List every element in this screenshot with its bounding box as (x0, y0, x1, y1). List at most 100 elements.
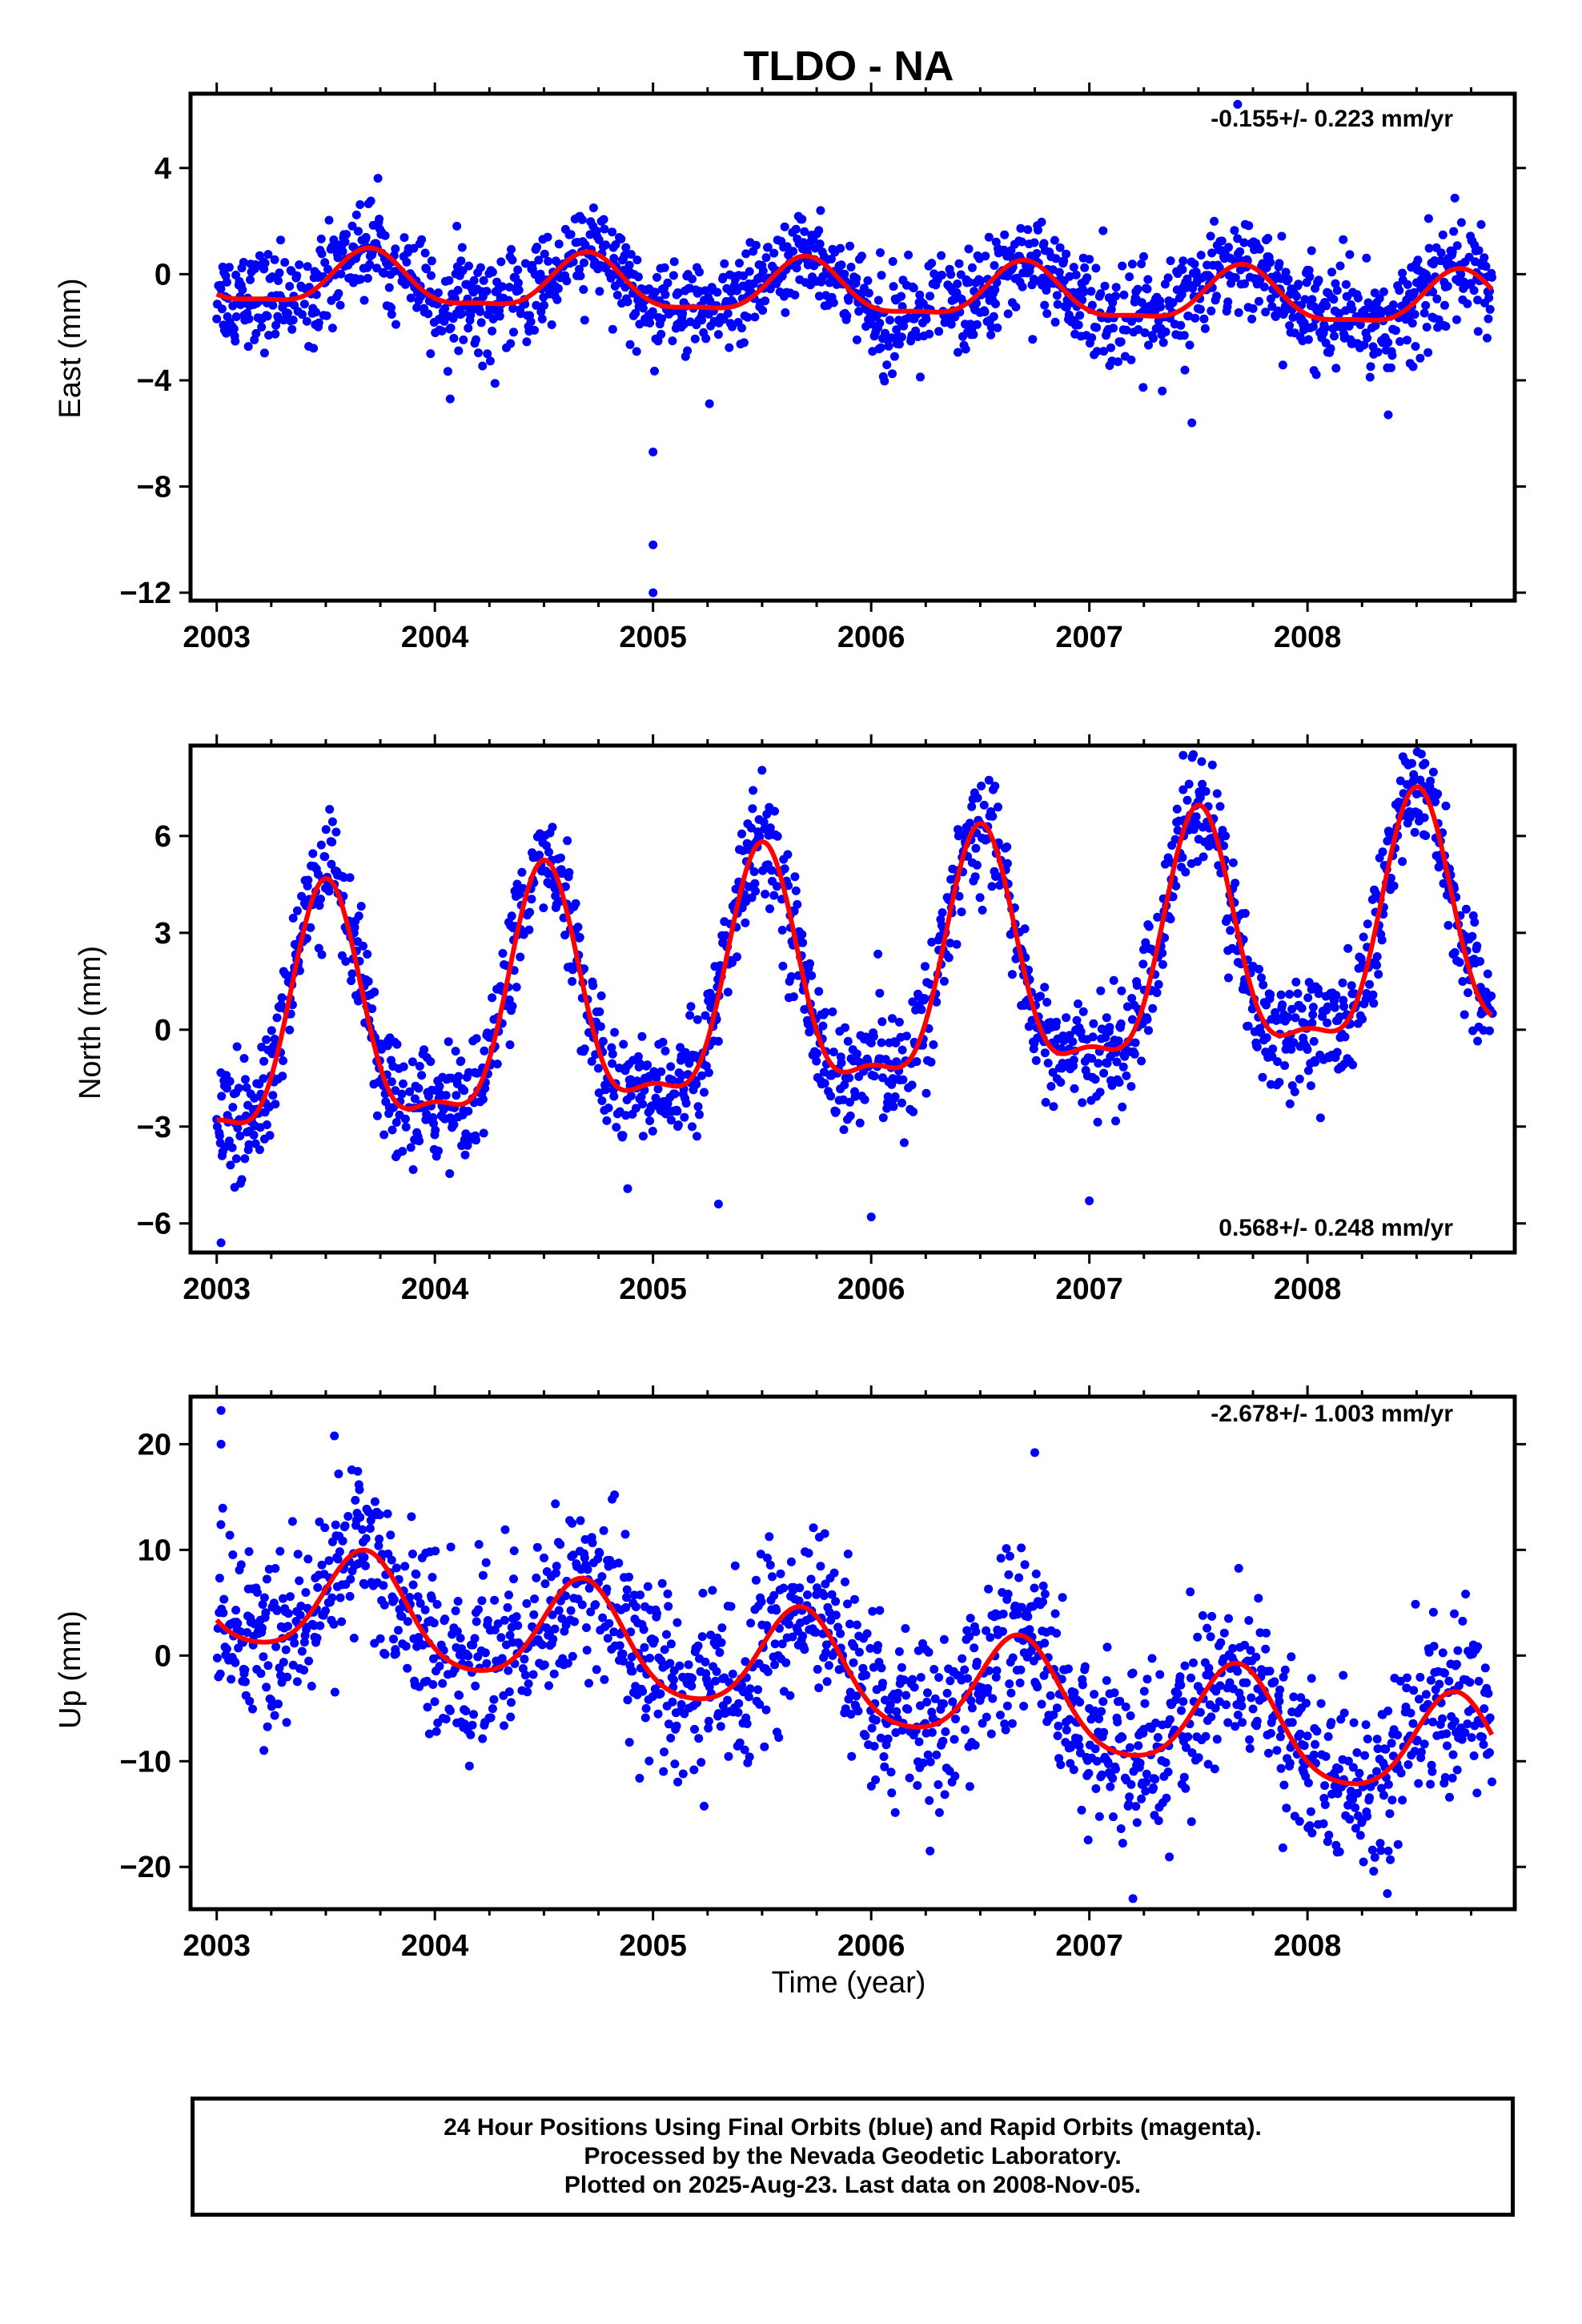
up-data-point (640, 1642, 649, 1652)
up-data-point (321, 1606, 330, 1615)
up-data-point (1113, 1717, 1122, 1727)
up-data-point (544, 1681, 553, 1691)
east-data-point (815, 239, 825, 249)
up-data-point (1323, 1732, 1333, 1741)
up-data-point (1287, 1718, 1297, 1727)
up-data-point (751, 1575, 761, 1585)
up-data-point (591, 1600, 600, 1610)
up-data-point (1333, 1789, 1343, 1799)
north-data-point (306, 923, 315, 932)
east-data-point (509, 328, 518, 337)
north-data-point (793, 899, 802, 909)
up-data-point (624, 1572, 633, 1582)
up-data-point (374, 1541, 383, 1550)
east-data-point (1080, 263, 1090, 272)
up-data-point (301, 1588, 311, 1597)
north-data-point (1095, 1088, 1105, 1097)
up-data-point (335, 1593, 345, 1602)
up-data-point (1244, 1616, 1254, 1625)
east-data-point (514, 285, 524, 295)
north-data-point (1172, 804, 1182, 814)
up-data-point (427, 1594, 436, 1603)
north-data-point (560, 882, 570, 891)
north-data-point (845, 1111, 855, 1120)
east-data-point (1424, 243, 1434, 253)
up-data-point (267, 1695, 276, 1705)
up-data-point (660, 1645, 669, 1655)
up-data-point (1002, 1701, 1012, 1711)
up-data-point (1038, 1597, 1047, 1606)
up-data-point (440, 1614, 450, 1624)
north-data-point (1426, 776, 1435, 786)
north-data-point (921, 1088, 931, 1098)
east-data-point (638, 304, 648, 313)
north-data-point (255, 1145, 264, 1155)
up-data-point (470, 1634, 480, 1643)
north-data-point (456, 1056, 466, 1066)
north-data-point (979, 800, 989, 810)
east-data-point (508, 255, 517, 265)
up-data-point (893, 1688, 903, 1698)
east-data-point (976, 276, 986, 286)
east-data-point (991, 300, 1000, 308)
north-data-point (688, 1122, 697, 1132)
up-data-point (726, 1602, 736, 1611)
east-data-point (508, 304, 518, 313)
up-data-point (861, 1731, 870, 1740)
up-data-point (998, 1626, 1007, 1636)
east-data-point (457, 243, 467, 252)
north-data-point (1142, 1015, 1152, 1024)
east-data-point (1331, 364, 1341, 373)
north-data-point (215, 1131, 224, 1140)
up-data-point (770, 1660, 779, 1670)
east-data-point (1452, 315, 1461, 324)
north-data-point (748, 804, 757, 814)
up-data-point (1237, 1701, 1247, 1711)
up-data-point (1017, 1543, 1026, 1553)
east-data-point (1329, 295, 1339, 304)
north-data-point (988, 811, 998, 821)
up-data-point (821, 1579, 830, 1589)
east-data-point (1305, 272, 1315, 282)
up-data-point (483, 1616, 492, 1625)
east-data-point (1092, 347, 1102, 356)
east-data-point (327, 324, 337, 333)
north-data-point (1056, 1078, 1066, 1087)
north-data-point (431, 1125, 440, 1135)
up-data-point (1177, 1706, 1186, 1715)
up-data-point (942, 1688, 952, 1698)
east-data-point (887, 333, 897, 343)
north-data-point (1297, 1003, 1307, 1013)
up-data-point (705, 1683, 714, 1691)
up-data-point (659, 1767, 669, 1776)
east-data-point (1469, 286, 1479, 296)
east-data-point (1344, 321, 1354, 331)
up-data-point (292, 1677, 302, 1687)
east-data-point (889, 282, 898, 292)
north-data-point (1308, 1003, 1318, 1012)
east-data-point (329, 235, 339, 244)
up-data-point (1054, 1721, 1063, 1731)
up-data-point (644, 1756, 654, 1766)
up-data-point (894, 1647, 904, 1656)
up-data-point (464, 1761, 474, 1771)
up-data-point (583, 1565, 592, 1574)
east-data-point (1239, 238, 1249, 247)
up-data-point (930, 1665, 939, 1674)
up-data-point (665, 1659, 675, 1668)
up-data-point (1203, 1623, 1212, 1633)
north-data-point (259, 1074, 268, 1084)
north-data-point (800, 1005, 809, 1014)
north-data-point (845, 1097, 854, 1107)
up-data-point (1219, 1628, 1229, 1638)
up-data-point (227, 1675, 236, 1684)
east-data-point (440, 304, 450, 313)
up-data-point (769, 1590, 779, 1600)
up-data-point (668, 1697, 677, 1707)
east-data-point (537, 314, 547, 324)
east-data-point (758, 306, 768, 316)
east-data-point (1191, 313, 1200, 323)
up-data-point (1083, 1835, 1093, 1845)
up-data-point (1131, 1802, 1141, 1811)
